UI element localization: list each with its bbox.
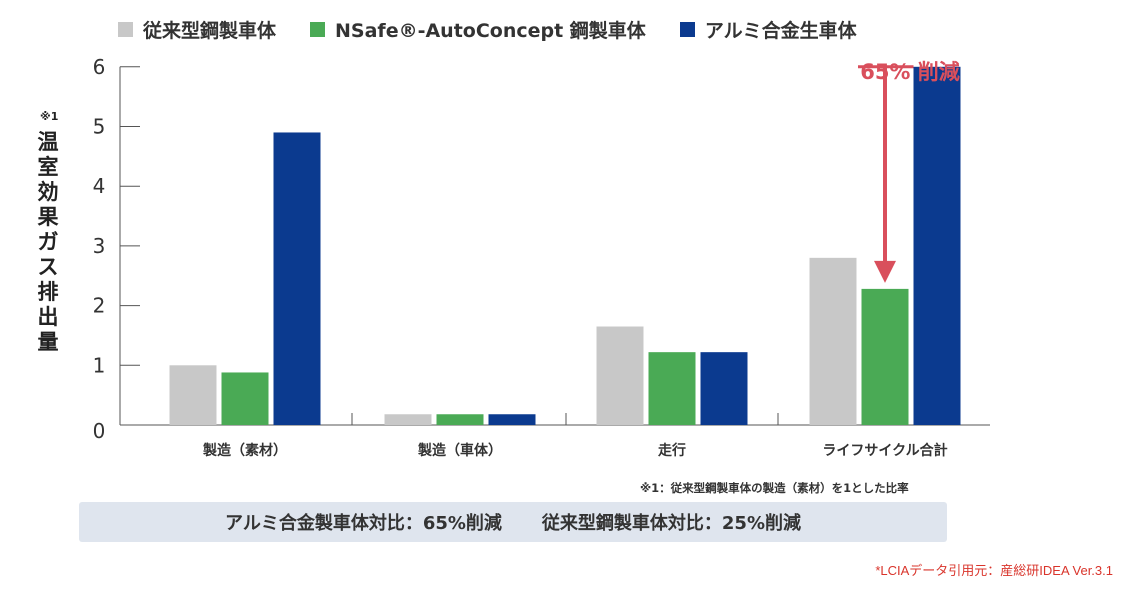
x-tick-label: 走行 bbox=[658, 442, 686, 459]
y-tick-label: 0 bbox=[93, 419, 106, 443]
legend-swatch bbox=[679, 22, 695, 37]
summary-conventional-comparison: 従来型鋼製車体対比：25%削減 bbox=[541, 513, 801, 534]
x-tick-label: 製造（素材） bbox=[202, 442, 287, 459]
bar bbox=[169, 365, 217, 425]
legend-item-conventional-steel: 従来型鋼製車体 bbox=[118, 16, 276, 43]
y-axis-label: 温室効果ガス排出量 bbox=[37, 130, 59, 354]
y-tick-label: 6 bbox=[93, 55, 106, 79]
footnote: ※1：従来型鋼製車体の製造（素材）を1とした比率 bbox=[640, 481, 909, 495]
bar bbox=[700, 352, 748, 425]
y-tick-label: 5 bbox=[93, 115, 106, 139]
bar-chart: 0 1 2 3 4 5 6 製造（素材） 製造（車体） 走行 ライフサイクル合計 65% 削減 bbox=[93, 55, 990, 459]
legend-item-aluminum: アルミ合金生車体 bbox=[679, 16, 857, 43]
legend-label: NSafe®-AutoConcept 鋼製車体 bbox=[335, 20, 646, 42]
data-source-note: *LCIAデータ引用元：産総研IDEA Ver.3.1 bbox=[875, 563, 1113, 578]
x-tick-label: ライフサイクル合計 bbox=[822, 442, 947, 459]
y-tick-label: 4 bbox=[93, 174, 106, 198]
y-tick-label: 1 bbox=[93, 353, 106, 377]
bar bbox=[384, 414, 432, 425]
y-tick-label: 3 bbox=[93, 234, 106, 258]
legend-swatch bbox=[118, 22, 133, 37]
bar bbox=[488, 414, 536, 425]
legend-label: アルミ合金生車体 bbox=[704, 20, 857, 42]
y-tick-label: 2 bbox=[93, 294, 106, 318]
bar bbox=[596, 326, 644, 425]
x-tick-label: 製造（車体） bbox=[417, 442, 502, 459]
bar bbox=[436, 414, 484, 425]
chart-legend: 従来型鋼製車体 NSafe®-AutoConcept 鋼製車体 アルミ合金生車体 bbox=[118, 16, 857, 43]
legend-swatch bbox=[310, 22, 326, 37]
annotation-arrow-head bbox=[874, 260, 896, 283]
bar bbox=[809, 257, 857, 425]
ylabel-note: ※1 bbox=[40, 110, 59, 123]
summary-box: アルミ合金製車体対比：65%削減 従来型鋼製車体対比：25%削減 bbox=[79, 502, 947, 542]
annotation-label: 65% 削減 bbox=[860, 60, 960, 84]
bar bbox=[913, 66, 961, 426]
bar bbox=[273, 132, 321, 425]
bar bbox=[861, 288, 909, 425]
summary-aluminum-comparison: アルミ合金製車体対比：65%削減 bbox=[225, 513, 502, 534]
legend-label: 従来型鋼製車体 bbox=[143, 20, 277, 42]
bar bbox=[648, 352, 696, 425]
legend-item-nsafe-steel: NSafe®-AutoConcept 鋼製車体 bbox=[310, 16, 646, 43]
bar bbox=[221, 372, 269, 425]
